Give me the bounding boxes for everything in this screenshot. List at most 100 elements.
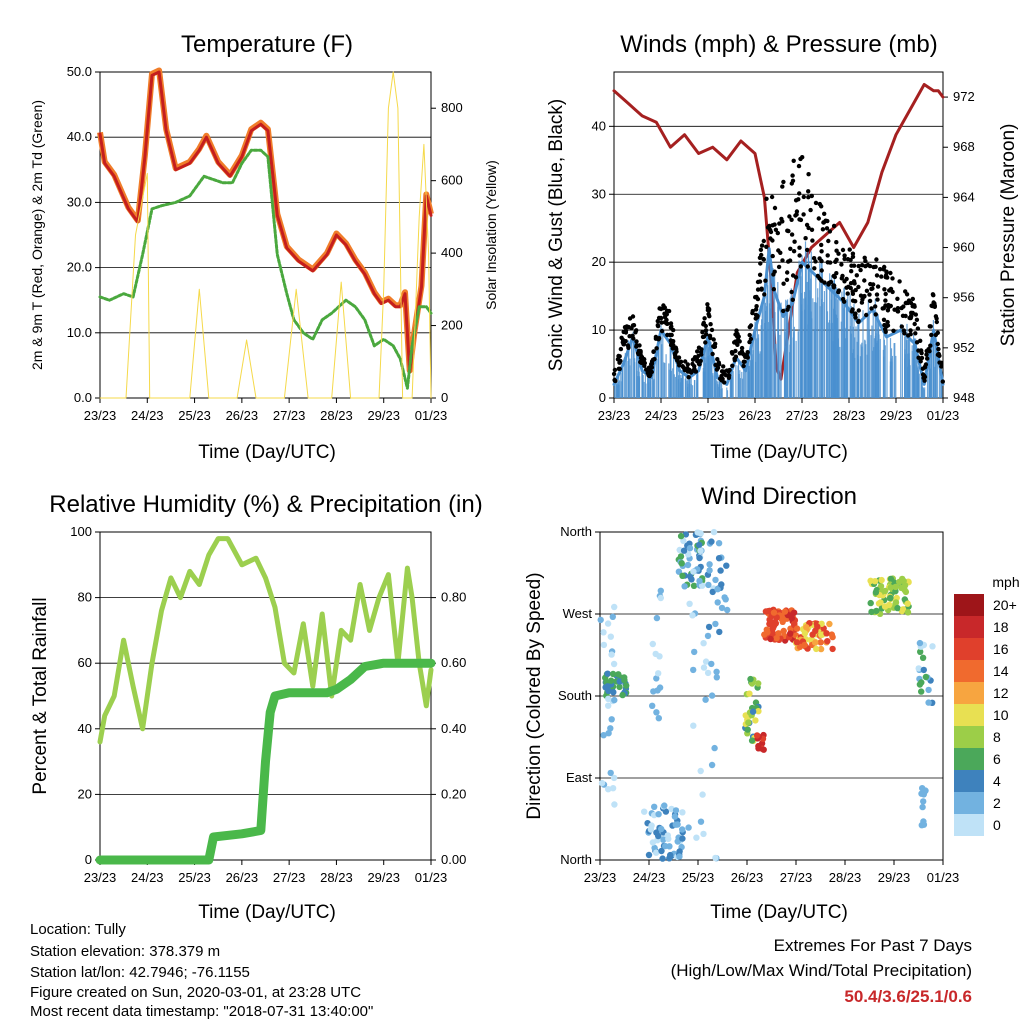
gust-point [862,278,867,283]
gust-point [903,313,908,319]
gust-point [727,367,732,373]
gust-point [786,228,791,234]
direction-point [678,560,685,567]
gust-point [915,326,921,331]
gust-point [719,373,724,379]
gust-point [812,266,817,271]
temperature-xtick-label: 25/23 [178,408,211,423]
direction-point [878,576,885,584]
gust-point [895,309,901,314]
direction-point [868,608,875,616]
gust-point [781,308,786,314]
extremes-title: Extremes For Past 7 Days [773,936,972,955]
gust-point [668,325,674,330]
humidity-ytick-right-label: 0.40 [441,721,466,736]
winds-ytick-label: 0 [599,390,606,405]
direction-point [718,604,726,612]
direction-point [813,645,820,653]
gust-point [641,357,647,362]
gust-point [850,254,856,259]
direction-point [619,691,626,699]
gust-point [775,230,780,236]
gust-point [701,320,706,326]
gust-point [786,304,791,310]
direction-point [621,677,628,684]
direction-point [697,818,705,825]
temperature-series-solar [99,71,432,399]
direction-point [649,702,656,709]
humidity-ytick-label: 0 [85,852,92,867]
gust-point [771,287,776,292]
direction-point [755,742,762,750]
direction-point [899,606,907,613]
gust-point [833,259,838,264]
gust-point [789,217,794,222]
direction-point [677,532,685,540]
gust-point [789,289,794,295]
gust-point [895,306,901,311]
direction-point [700,664,708,671]
direction-point [677,553,685,560]
gust-point [753,295,758,300]
direction-point [665,835,672,843]
gust-point [856,318,861,324]
gust-point [804,222,810,228]
temperature-ytick-right-label: 200 [441,318,463,333]
gust-point [825,253,830,258]
direction-point [877,599,884,606]
gust-point [847,247,852,252]
direction-point [658,847,665,855]
winds-ytick-right-label: 952 [953,340,975,355]
direction-point [655,832,662,840]
gust-point [914,317,920,322]
gust-point [842,279,847,284]
gust-point [761,238,766,244]
gust-point [862,255,867,260]
legend-label: 14 [993,663,1009,679]
gust-point [790,273,796,278]
gust-point [800,155,805,160]
gust-point [755,287,761,292]
gust-point [634,343,639,348]
direction-point [667,851,674,859]
gust-point [822,280,827,285]
gust-point [696,353,701,359]
direction-point [787,630,794,637]
gust-point [929,332,934,338]
gust-point [700,330,705,335]
gust-point [790,297,795,302]
direction-point [690,582,698,589]
direction-point [793,639,801,646]
gust-point [690,361,695,367]
gust-point [790,173,795,178]
gust-point [873,312,878,317]
gust-point [786,259,791,264]
direction-point [607,633,614,640]
gust-point [850,251,856,256]
direction-point [867,599,874,607]
humidity-ylabel: Percent & Total Rainfall [30,597,51,794]
direction-point [605,695,612,702]
direction-point [679,835,686,842]
gust-point [883,291,888,297]
gust-point [861,294,866,300]
direction-point [812,639,819,646]
direction-point [676,853,683,860]
direction-point [680,547,688,554]
temperature-ytick-right-label: 0 [441,390,448,405]
direction-point [705,623,713,631]
legend-label: 20+ [993,597,1017,613]
direction-xtick-label: 25/23 [682,870,715,885]
gust-point [856,263,861,269]
direction-point [655,715,662,722]
gust-point [933,314,939,319]
gust-point [885,319,890,325]
gust-point [747,332,752,338]
gust-point [820,227,826,232]
direction-point [925,686,932,694]
direction-ytick-label: West [563,606,593,621]
gust-point [884,270,889,275]
humidity-xtick-label: 23/23 [84,870,117,885]
gust-point [618,346,624,352]
direction-point [801,641,808,649]
